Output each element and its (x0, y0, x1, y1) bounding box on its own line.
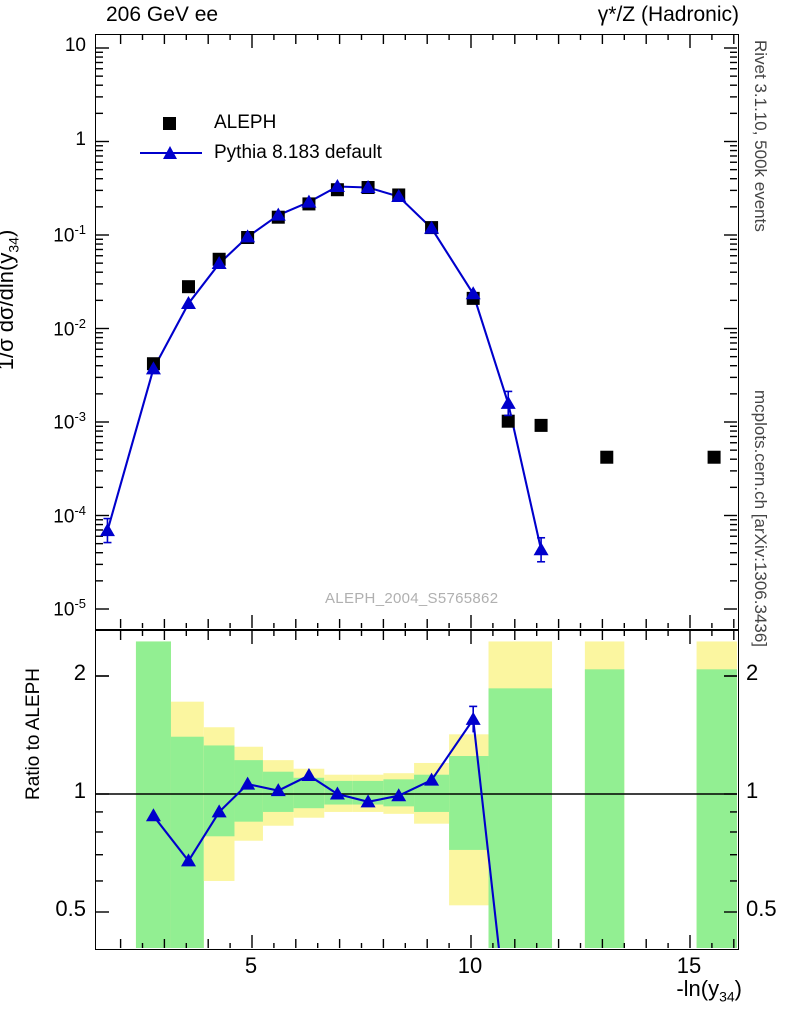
main-y-tick-4: 10-3 (53, 409, 86, 434)
main-y-tick-1: 1 (75, 128, 86, 150)
main-plot-canvas (96, 35, 737, 628)
x-tick-2: 15 (676, 953, 702, 978)
analysis-watermark: ALEPH_2004_S5765862 (325, 590, 499, 607)
x-axis-title: -ln(y34) (676, 976, 742, 1005)
legend-item-aleph[interactable]: ALEPH (140, 108, 382, 138)
legend: ALEPH Pythia 8.183 default (140, 108, 382, 168)
mcplots-source-label: mcplots.cern.ch [arXiv:1306.3436] (751, 390, 770, 648)
legend-marker-triangle-line (140, 143, 206, 163)
main-y-tick-3: 10-2 (53, 315, 86, 340)
x-tick-1: 10 (457, 953, 483, 978)
main-y-axis-title: 1/σ dσ/dln(y34) (0, 230, 22, 371)
legend-label-pythia: Pythia 8.183 default (214, 142, 382, 163)
main-plot-panel (95, 34, 739, 630)
main-y-tick-2: 10-1 (53, 222, 86, 247)
legend-marker-square (140, 113, 206, 133)
ratio-y-tick-right-2: 0.5 (746, 896, 777, 921)
header-left-label: 206 GeV ee (106, 3, 219, 26)
main-y-tick-0: 10 (64, 35, 86, 56)
ratio-y-tick-right-1: 1 (746, 778, 759, 803)
ratio-y-tick-left-2: 0.5 (55, 896, 86, 921)
main-y-tick-5: 10-4 (53, 502, 86, 527)
ratio-plot-panel (95, 630, 739, 950)
ratio-y-axis-title: Ratio to ALEPH (23, 667, 44, 800)
ratio-y-tick-left-1: 1 (73, 778, 86, 803)
legend-item-pythia[interactable]: Pythia 8.183 default (140, 138, 382, 168)
ratio-y-tick-left-0: 2 (73, 660, 86, 685)
legend-label-aleph: ALEPH (214, 112, 277, 133)
ratio-plot-canvas (96, 631, 737, 948)
ratio-y-tick-right-0: 2 (746, 660, 759, 685)
main-y-tick-6: 10-5 (53, 596, 86, 621)
x-tick-0: 5 (244, 953, 258, 978)
rivet-version-label: Rivet 3.1.10, 500k events (751, 40, 770, 232)
header-right-label: γ*/Z (Hadronic) (597, 3, 739, 26)
